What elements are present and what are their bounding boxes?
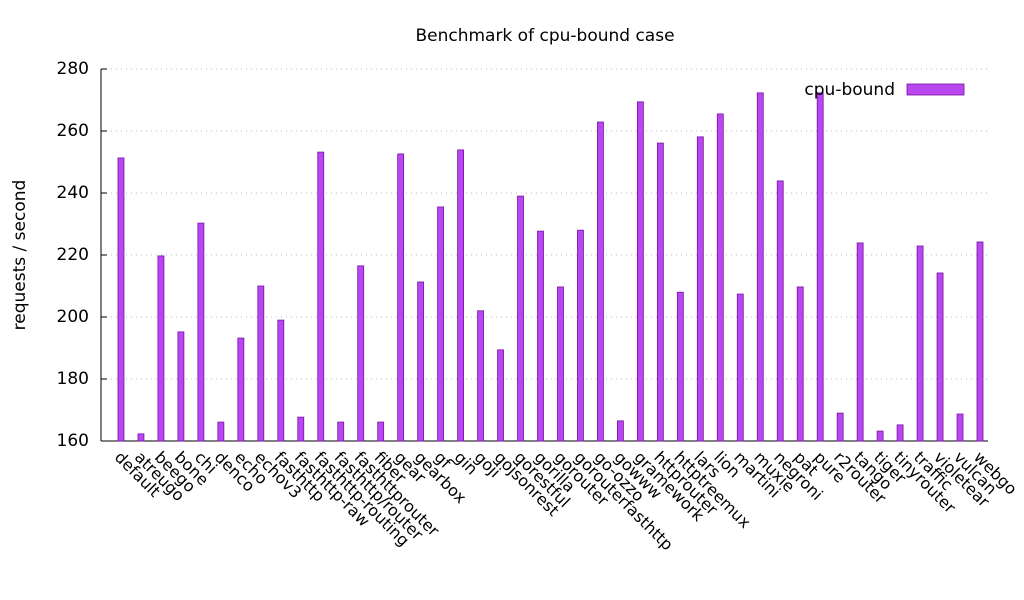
bar (337, 421, 345, 442)
bar (517, 195, 524, 442)
bar (876, 430, 884, 442)
bar (656, 142, 664, 442)
bar (237, 337, 245, 442)
y-axis-label: requests / second (10, 180, 30, 331)
bar (297, 416, 305, 442)
bar (956, 413, 964, 442)
bar (417, 281, 425, 442)
bar (577, 229, 584, 442)
bar (976, 241, 984, 442)
bar (736, 293, 744, 442)
y-tick-label: 280 (57, 59, 89, 79)
y-tick-label: 240 (57, 183, 89, 203)
bar (157, 255, 165, 442)
y-tick-label: 220 (57, 245, 89, 265)
bar (397, 153, 405, 442)
y-tick-label: 260 (57, 121, 89, 141)
bar (756, 92, 764, 442)
bar (696, 136, 704, 442)
bar (257, 285, 265, 442)
bar (317, 151, 325, 442)
bar (856, 242, 864, 442)
bar (497, 349, 504, 442)
y-tick-label: 160 (57, 431, 89, 451)
bar (716, 113, 724, 442)
bar (137, 433, 145, 442)
bar (936, 272, 944, 442)
bar (117, 157, 125, 442)
bar (916, 245, 924, 442)
bar (377, 421, 385, 442)
bar (557, 286, 564, 442)
chart-title: Benchmark of cpu-bound case (415, 26, 674, 46)
bar (277, 319, 285, 442)
bar (836, 412, 844, 442)
bar (776, 180, 784, 442)
bar (457, 149, 464, 442)
bar (537, 230, 544, 442)
bar (796, 286, 804, 442)
bar (617, 420, 624, 442)
y-tick-label: 180 (57, 369, 89, 389)
bar (477, 310, 484, 442)
bar (437, 206, 445, 442)
legend-swatch (906, 83, 965, 96)
bar (597, 121, 604, 442)
bar (217, 421, 225, 442)
bar (197, 222, 205, 442)
bar (357, 265, 365, 442)
y-tick-label: 200 (57, 307, 89, 327)
bar (896, 424, 904, 442)
bar (816, 92, 824, 442)
bar (177, 331, 185, 442)
legend-label: cpu-bound (804, 80, 895, 100)
bar (636, 101, 644, 442)
bar (676, 291, 684, 442)
